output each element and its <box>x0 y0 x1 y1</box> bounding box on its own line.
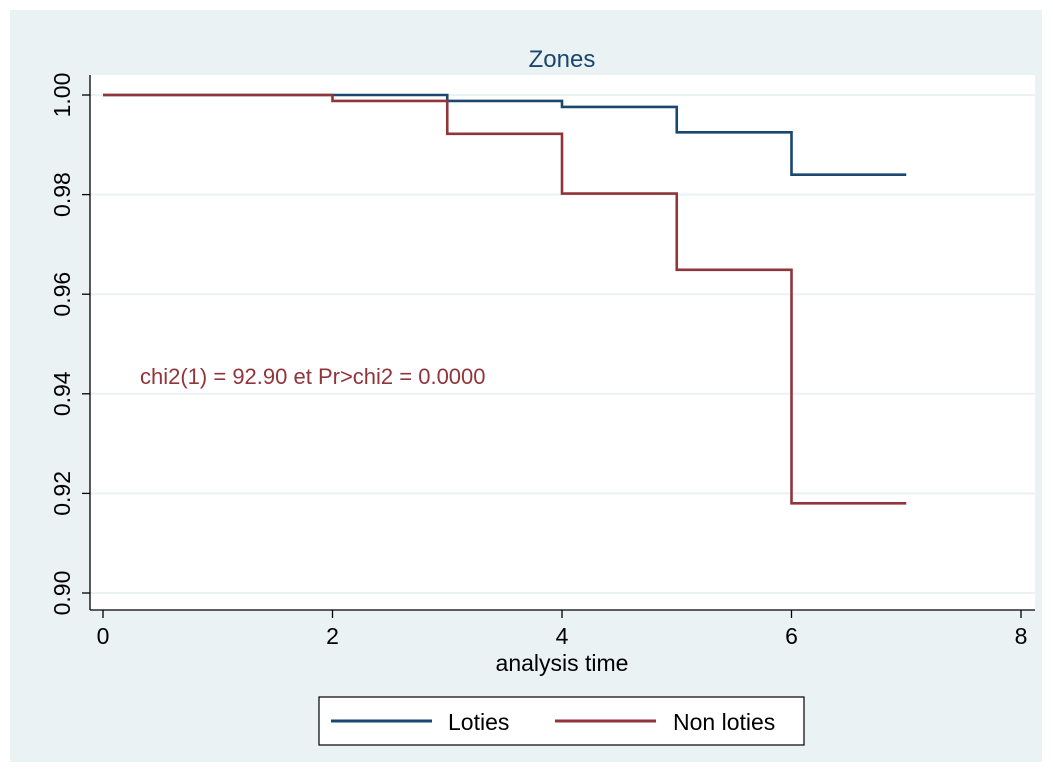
chi2-annotation: chi2(1) = 92.90 et Pr>chi2 = 0.0000 <box>140 364 486 389</box>
y-tick-label-3: 0.96 <box>49 272 75 317</box>
x-tick-label-1: 2 <box>326 623 339 649</box>
x-tick-label-3: 6 <box>785 623 798 649</box>
x-axis-label: analysis time <box>496 650 629 676</box>
chart-title: Zones <box>529 46 596 73</box>
y-ticks: 0.90 0.92 0.94 0.96 0.98 1.00 <box>49 73 90 616</box>
x-tick-label-4: 8 <box>1015 623 1028 649</box>
series-lines <box>103 93 907 505</box>
y-tick-label-0: 0.90 <box>49 571 75 616</box>
y-tick-label-4: 0.98 <box>49 172 75 217</box>
y-tick-label-1: 0.92 <box>49 471 75 516</box>
y-tick-label-5: 1.00 <box>49 73 75 118</box>
legend: Loties Non loties <box>318 696 805 746</box>
x-tick-label-0: 0 <box>97 623 110 649</box>
series-line-non-loties <box>103 93 907 505</box>
series-line-loties <box>103 93 907 176</box>
y-tick-label-2: 0.94 <box>49 371 75 416</box>
x-ticks: 0 2 4 6 8 <box>97 610 1028 649</box>
legend-label-non-loties: Non loties <box>673 709 775 735</box>
legend-label-loties: Loties <box>448 709 509 735</box>
x-tick-label-2: 4 <box>556 623 569 649</box>
